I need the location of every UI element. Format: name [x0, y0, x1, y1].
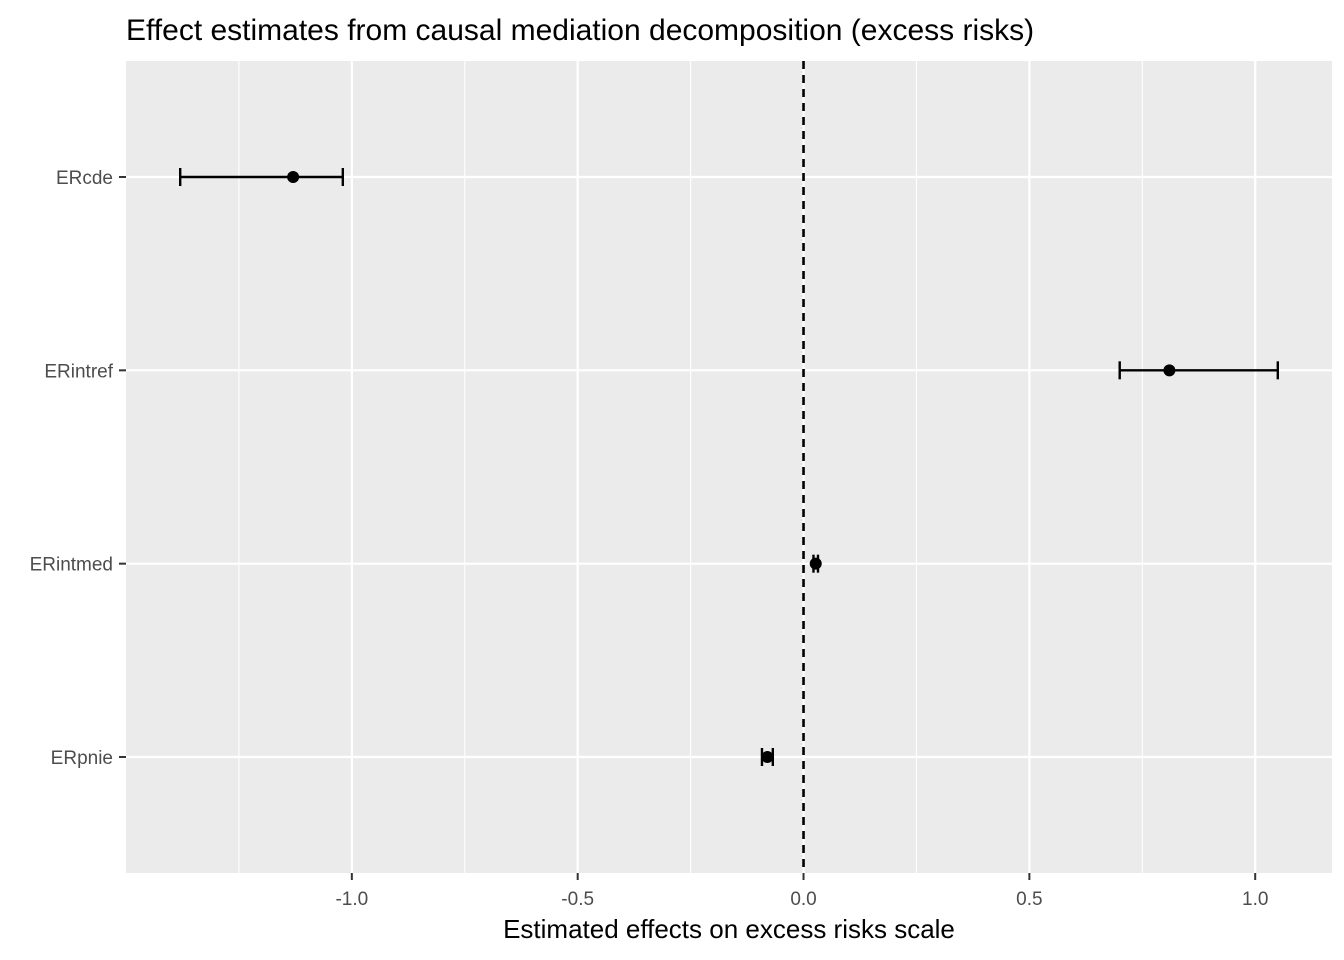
y-axis: ERcde ERintref ERintmed ERpnie: [30, 168, 126, 769]
chart-title: Effect estimates from causal mediation d…: [126, 14, 1034, 47]
x-axis-title: Estimated effects on excess risks scale: [503, 914, 955, 944]
y-tick-label: ERintmed: [30, 555, 113, 576]
x-tick-label: 1.0: [1242, 889, 1268, 910]
point-ERintmed: [809, 557, 822, 570]
y-tick-label: ERcde: [56, 168, 113, 189]
x-axis: -1.0 -0.5 0.0 0.5 1.0: [335, 873, 1268, 910]
x-tick-label: -0.5: [561, 889, 594, 910]
x-tick-label: -1.0: [335, 889, 368, 910]
marks: [179, 168, 1279, 766]
y-tick-label: ERpnie: [51, 748, 113, 769]
point-ERcde: [287, 171, 300, 183]
point-ERpnie: [761, 751, 774, 763]
grid-minor: [238, 61, 1143, 873]
x-tick-label: 0.0: [790, 889, 816, 910]
plot-panel: [126, 61, 1332, 873]
point-ERintref: [1163, 364, 1176, 377]
x-tick-label: 0.5: [1016, 889, 1042, 910]
y-tick-label: ERintref: [44, 361, 113, 382]
